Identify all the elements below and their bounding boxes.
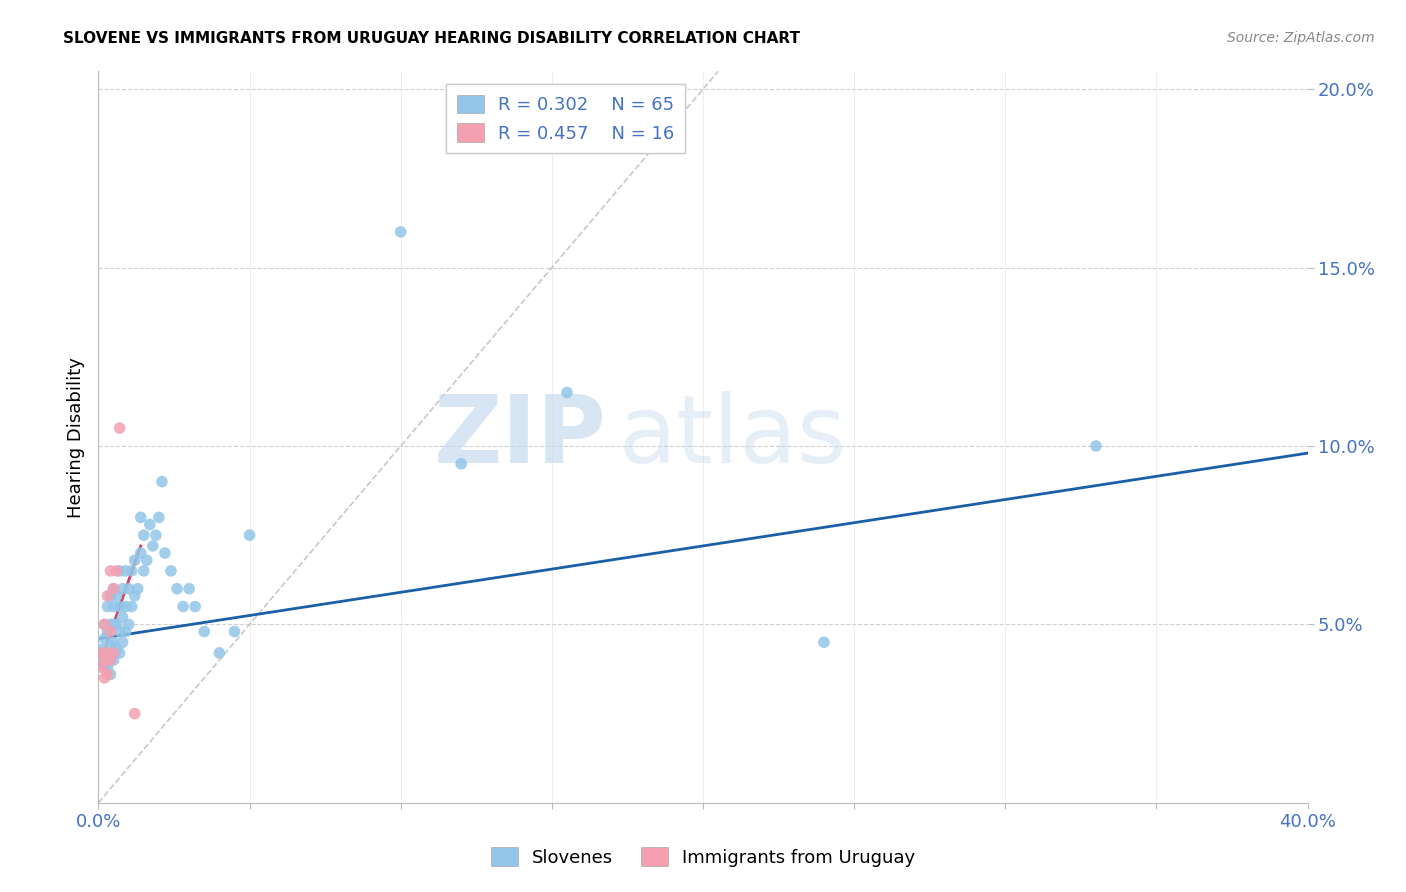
Point bbox=[239, 528, 262, 542]
Point bbox=[108, 421, 131, 435]
Point bbox=[193, 624, 215, 639]
Point bbox=[132, 528, 155, 542]
Point bbox=[100, 667, 122, 681]
Point bbox=[103, 635, 125, 649]
Point bbox=[90, 653, 112, 667]
Point bbox=[103, 582, 125, 596]
Point bbox=[93, 653, 115, 667]
Point bbox=[100, 617, 122, 632]
Point bbox=[100, 624, 122, 639]
Point bbox=[103, 646, 125, 660]
Point bbox=[124, 589, 146, 603]
Point bbox=[142, 539, 165, 553]
Y-axis label: Hearing Disability: Hearing Disability bbox=[66, 357, 84, 517]
Point bbox=[150, 475, 173, 489]
Point bbox=[105, 589, 128, 603]
Point bbox=[111, 635, 134, 649]
Point bbox=[114, 599, 136, 614]
Point bbox=[184, 599, 207, 614]
Point bbox=[129, 546, 152, 560]
Point bbox=[103, 653, 125, 667]
Point bbox=[93, 671, 115, 685]
Point bbox=[103, 582, 125, 596]
Point bbox=[132, 564, 155, 578]
Point bbox=[139, 517, 162, 532]
Point bbox=[105, 642, 128, 657]
Point bbox=[105, 617, 128, 632]
Point bbox=[555, 385, 578, 400]
Point bbox=[450, 457, 472, 471]
Point bbox=[108, 564, 131, 578]
Text: SLOVENE VS IMMIGRANTS FROM URUGUAY HEARING DISABILITY CORRELATION CHART: SLOVENE VS IMMIGRANTS FROM URUGUAY HEARI… bbox=[63, 31, 800, 46]
Point bbox=[105, 564, 128, 578]
Point bbox=[111, 610, 134, 624]
Point bbox=[124, 553, 146, 567]
Point bbox=[179, 582, 201, 596]
Point bbox=[90, 660, 112, 674]
Point bbox=[108, 599, 131, 614]
Point bbox=[93, 646, 115, 660]
Point bbox=[93, 617, 115, 632]
Point bbox=[129, 510, 152, 524]
Point bbox=[100, 589, 122, 603]
Point bbox=[166, 582, 188, 596]
Point bbox=[1085, 439, 1108, 453]
Point bbox=[127, 582, 149, 596]
Point bbox=[100, 653, 122, 667]
Point bbox=[96, 646, 118, 660]
Point bbox=[100, 639, 122, 653]
Point bbox=[153, 546, 176, 560]
Point bbox=[224, 624, 246, 639]
Point bbox=[114, 564, 136, 578]
Point bbox=[96, 667, 118, 681]
Text: Source: ZipAtlas.com: Source: ZipAtlas.com bbox=[1227, 31, 1375, 45]
Point bbox=[96, 646, 118, 660]
Point bbox=[160, 564, 183, 578]
Text: ZIP: ZIP bbox=[433, 391, 606, 483]
Point bbox=[813, 635, 835, 649]
Point bbox=[108, 624, 131, 639]
Point bbox=[103, 599, 125, 614]
Point bbox=[100, 564, 122, 578]
Point bbox=[121, 564, 143, 578]
Point bbox=[96, 624, 118, 639]
Point bbox=[124, 706, 146, 721]
Point bbox=[90, 642, 112, 657]
Point bbox=[121, 599, 143, 614]
Point bbox=[114, 624, 136, 639]
Point bbox=[93, 660, 115, 674]
Point bbox=[96, 660, 118, 674]
Point bbox=[111, 582, 134, 596]
Legend: Slovenes, Immigrants from Uruguay: Slovenes, Immigrants from Uruguay bbox=[484, 840, 922, 874]
Point bbox=[208, 646, 231, 660]
Point bbox=[103, 617, 125, 632]
Point bbox=[96, 589, 118, 603]
Point bbox=[108, 646, 131, 660]
Point bbox=[135, 553, 157, 567]
Point bbox=[100, 653, 122, 667]
Point bbox=[389, 225, 412, 239]
Legend: R = 0.302    N = 65, R = 0.457    N = 16: R = 0.302 N = 65, R = 0.457 N = 16 bbox=[446, 84, 686, 153]
Text: atlas: atlas bbox=[619, 391, 846, 483]
Point bbox=[90, 646, 112, 660]
Point bbox=[118, 617, 141, 632]
Point bbox=[93, 632, 115, 646]
Point bbox=[172, 599, 194, 614]
Point bbox=[148, 510, 170, 524]
Point bbox=[118, 582, 141, 596]
Point bbox=[96, 599, 118, 614]
Point bbox=[145, 528, 167, 542]
Point bbox=[93, 617, 115, 632]
